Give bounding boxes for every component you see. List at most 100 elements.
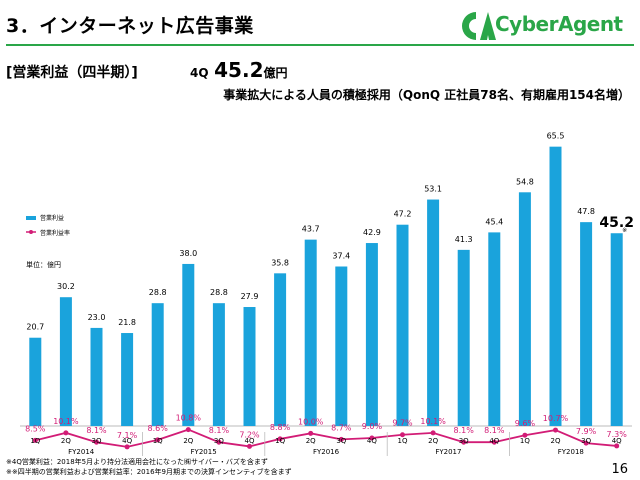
rate-label-13: 9.7%	[392, 419, 413, 428]
rate-line	[35, 428, 617, 448]
group-label-2: FY2015	[191, 448, 217, 456]
unit-label: 単位：億円	[26, 261, 61, 269]
rate-point-6	[185, 427, 191, 433]
bar-3	[90, 327, 103, 426]
rate-point-11	[338, 436, 344, 442]
legend-label-line: 営業利益率	[40, 229, 70, 237]
rate-point-2	[63, 430, 69, 436]
bar-label-15: 41.3	[455, 235, 473, 244]
bar-1	[29, 337, 42, 426]
headline: 4Q 45.2億円	[190, 58, 288, 82]
rate-label-12: 9.0%	[362, 422, 383, 431]
legend-swatch-marker	[29, 230, 33, 234]
bar-label-6: 38.0	[179, 249, 197, 258]
bar-label-7: 28.8	[210, 288, 228, 297]
rate-label-2: 10.1%	[53, 417, 79, 426]
tick-label-12: 4Q	[367, 437, 377, 445]
chart-legend: 営業利益 営業利益率	[26, 214, 70, 237]
rate-point-1	[32, 437, 38, 443]
rate-point-16	[491, 439, 497, 445]
bar-label-12: 42.9	[363, 228, 381, 237]
bar-label-9: 35.8	[271, 258, 289, 267]
bar-8	[243, 307, 256, 426]
rate-point-5	[155, 437, 161, 443]
tick-label-6: 2Q	[183, 437, 193, 445]
tick-label-9: 1Q	[275, 437, 285, 445]
page-title: 3．インターネット広告事業	[6, 15, 254, 37]
rate-label-10: 10.0%	[298, 417, 324, 426]
group-label-3: FY2016	[313, 448, 340, 456]
rate-point-15	[461, 439, 467, 445]
rate-point-9	[277, 436, 283, 442]
rate-label-6: 10.8%	[176, 414, 202, 423]
tick-label-13: 1Q	[398, 437, 408, 445]
company-logo-text: CyberAgent	[495, 12, 623, 36]
rate-point-20	[614, 443, 620, 449]
bar-2	[59, 297, 72, 426]
bar-label-2: 30.2	[57, 282, 75, 291]
rate-point-4	[124, 444, 130, 450]
bar-label-13: 47.2	[394, 210, 412, 219]
headline-value: 45.2	[214, 58, 264, 82]
bar-label-20: 45.2	[599, 215, 634, 231]
tick-label-18: 2Q	[551, 437, 561, 445]
bar-5	[151, 303, 164, 426]
tick-label-8: 4Q	[245, 437, 255, 445]
tick-label-14: 2Q	[428, 437, 438, 445]
tick-label-4: 4Q	[122, 437, 132, 445]
cyberagent-logo-icon	[462, 12, 496, 40]
bar-18	[549, 146, 562, 427]
rate-label-5: 8.6%	[148, 424, 169, 433]
footnote-2: ※※四半期の営業利益および営業利益率：2016年9月期までの決算インセンティブを…	[6, 468, 292, 476]
tick-label-20: 4Q	[612, 437, 622, 445]
tick-label-1: 1Q	[30, 437, 40, 445]
group-label-5: FY2018	[558, 448, 584, 456]
tick-label-17: 1Q	[520, 437, 530, 445]
tick-label-5: 1Q	[153, 437, 163, 445]
rate-label-15: 8.1%	[454, 426, 475, 435]
bar-11	[335, 266, 348, 426]
legend-swatch-bar	[26, 216, 36, 220]
tick-label-2: 2Q	[61, 437, 71, 445]
footnote-1: ※4Q営業利益：2018年5月より持分法適用会社になった㈱サイバー・バズを含まず	[6, 458, 268, 466]
rate-label-9: 8.8%	[270, 423, 291, 432]
bar-13	[396, 224, 409, 426]
bar-10	[304, 239, 317, 426]
rate-point-13	[400, 432, 405, 438]
page-number: 16	[611, 462, 628, 477]
tick-label-11: 3Q	[336, 437, 346, 445]
bar-label-10: 43.7	[302, 225, 320, 234]
bar-label-3: 23.0	[88, 313, 106, 322]
tick-label-16: 4Q	[489, 437, 499, 445]
rate-label-4: 7.1%	[117, 431, 138, 440]
bar-label-17: 54.8	[516, 177, 534, 186]
rate-label-19: 7.9%	[576, 427, 597, 436]
bar-label-8: 27.9	[241, 292, 259, 301]
tick-label-15: 3Q	[459, 437, 469, 445]
bar-label-16: 45.4	[485, 217, 503, 226]
rate-point-12	[369, 435, 375, 441]
tick-label-7: 3Q	[214, 437, 224, 445]
bar-label-11: 37.4	[332, 252, 350, 261]
bar-label-14: 53.1	[424, 185, 442, 194]
rate-label-14: 10.1%	[420, 417, 446, 426]
rate-label-11: 8.7%	[331, 423, 352, 432]
subheadline: 事業拡大による人員の積極採用（QonQ 正社員78名、有期雇用154名増）	[223, 88, 630, 102]
headline-quarter: 4Q	[190, 66, 209, 80]
title-underline	[6, 44, 634, 46]
rate-label-16: 8.1%	[484, 426, 505, 435]
bar-17	[518, 192, 531, 426]
bar-6	[182, 263, 195, 426]
last-bar-note: ※	[622, 227, 627, 234]
bar-9	[274, 273, 287, 426]
bar-label-19: 47.8	[577, 207, 595, 216]
bar-7	[212, 303, 225, 426]
bar-label-18: 65.5	[547, 132, 565, 141]
rate-point-18	[553, 427, 558, 433]
bar-15	[457, 249, 470, 426]
headline-unit: 億円	[263, 66, 288, 80]
rate-label-18: 10.7%	[543, 414, 569, 423]
tick-label-3: 3Q	[92, 437, 102, 445]
rate-point-14	[430, 430, 436, 436]
